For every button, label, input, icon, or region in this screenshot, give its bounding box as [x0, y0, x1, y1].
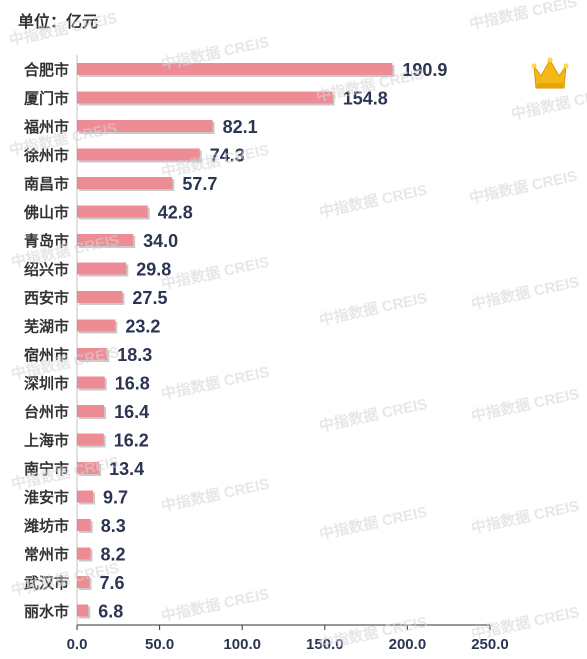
bar	[77, 148, 200, 161]
category-label: 南宁市	[24, 460, 69, 478]
category-label: 西安市	[24, 289, 69, 307]
category-label: 徐州市	[23, 147, 69, 165]
value-label: 7.6	[100, 573, 125, 593]
category-label: 宿州市	[24, 346, 69, 364]
x-tick-label: 50.0	[145, 636, 174, 653]
bar	[77, 319, 116, 332]
value-label: 154.8	[343, 89, 388, 109]
value-label: 9.7	[103, 488, 128, 508]
value-label: 8.2	[101, 545, 126, 565]
category-label: 绍兴市	[24, 261, 69, 279]
value-label: 57.7	[182, 174, 217, 194]
crown-icon	[531, 57, 569, 89]
value-label: 190.9	[402, 60, 447, 80]
bar	[77, 262, 127, 275]
value-label: 16.4	[114, 402, 149, 422]
bar	[77, 405, 105, 417]
category-label: 厦门市	[24, 90, 69, 108]
category-label: 福州市	[23, 118, 69, 136]
category-label: 淮安市	[24, 489, 69, 507]
x-tick-label: 150.0	[306, 636, 344, 653]
value-label: 16.2	[114, 431, 149, 451]
bar	[77, 120, 213, 132]
bar	[77, 462, 100, 474]
value-label: 16.8	[115, 374, 150, 394]
category-label: 深圳市	[24, 375, 69, 393]
value-label: 18.3	[117, 345, 152, 365]
value-label: 74.3	[210, 146, 245, 166]
value-label: 82.1	[223, 117, 258, 137]
value-label: 42.8	[158, 203, 193, 223]
value-label: 8.3	[101, 516, 126, 536]
value-label: 13.4	[109, 459, 144, 479]
bar	[77, 205, 148, 218]
bar	[77, 547, 91, 560]
x-tick-label: 0.0	[67, 636, 88, 653]
value-label: 27.5	[132, 288, 167, 308]
bar	[77, 433, 104, 446]
unit-label: 单位：亿元	[18, 14, 99, 31]
x-tick-label: 200.0	[389, 636, 427, 653]
category-label: 武汉市	[24, 574, 69, 592]
bar	[77, 291, 123, 303]
x-tick-label: 100.0	[223, 636, 261, 653]
category-label: 上海市	[24, 432, 69, 450]
bar	[77, 519, 91, 531]
bar	[77, 63, 393, 75]
value-label: 23.2	[125, 317, 160, 337]
bar	[77, 376, 105, 389]
category-label: 台州市	[24, 403, 69, 421]
category-label: 丽水市	[24, 603, 69, 621]
bar	[77, 234, 134, 246]
value-label: 29.8	[136, 260, 171, 280]
bar	[77, 604, 89, 617]
category-label: 合肥市	[23, 61, 69, 79]
category-label: 青岛市	[24, 232, 69, 250]
bar	[77, 91, 333, 104]
bar	[77, 576, 90, 588]
value-label: 34.0	[143, 231, 178, 251]
category-label: 芜湖市	[24, 318, 69, 336]
value-label: 6.8	[98, 602, 123, 622]
bar	[77, 177, 173, 189]
bar	[77, 490, 94, 503]
category-label: 南昌市	[24, 175, 69, 193]
category-label: 潍坊市	[24, 517, 69, 535]
category-label: 佛山市	[23, 204, 69, 222]
category-label: 常州市	[24, 546, 69, 564]
bar	[77, 348, 108, 360]
x-tick-label: 250.0	[471, 636, 509, 653]
